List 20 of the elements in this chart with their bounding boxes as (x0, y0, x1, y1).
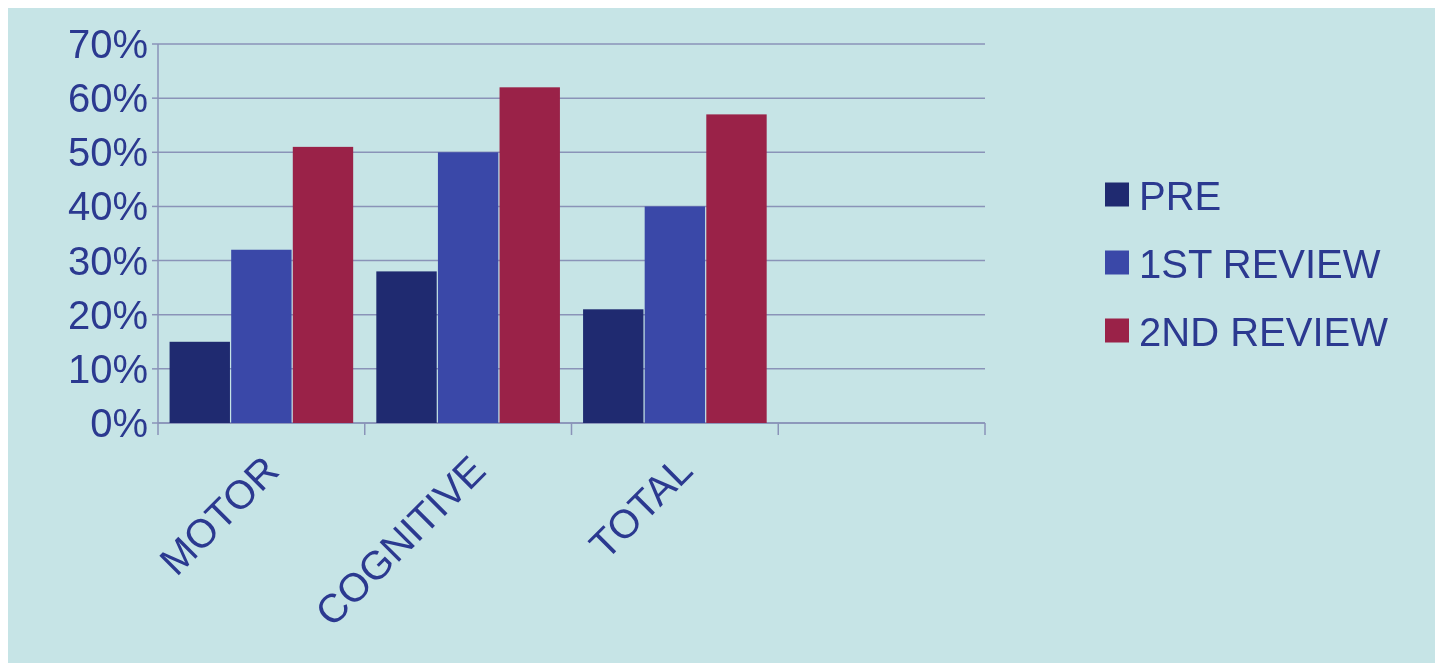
bar (376, 271, 437, 423)
bar (583, 309, 644, 423)
bar (231, 249, 292, 423)
legend-label: PRE (1139, 173, 1222, 218)
y-tick-label: 10% (67, 346, 148, 391)
y-tick-label: 40% (67, 184, 148, 229)
bar (169, 341, 230, 423)
y-tick-label: 30% (67, 238, 148, 283)
y-tick-label: 70% (67, 22, 148, 66)
bar (644, 206, 706, 423)
y-tick-label: 60% (67, 76, 148, 121)
y-tick-label: 50% (67, 130, 148, 175)
bar (437, 152, 499, 423)
bar (706, 114, 767, 423)
legend-label: 1ST REVIEW (1139, 241, 1381, 286)
legend-label: 2ND REVIEW (1139, 309, 1389, 354)
y-tick-label: 0% (90, 401, 148, 445)
bar (499, 87, 560, 423)
y-tick-label: 20% (67, 292, 148, 337)
bar (292, 146, 354, 423)
